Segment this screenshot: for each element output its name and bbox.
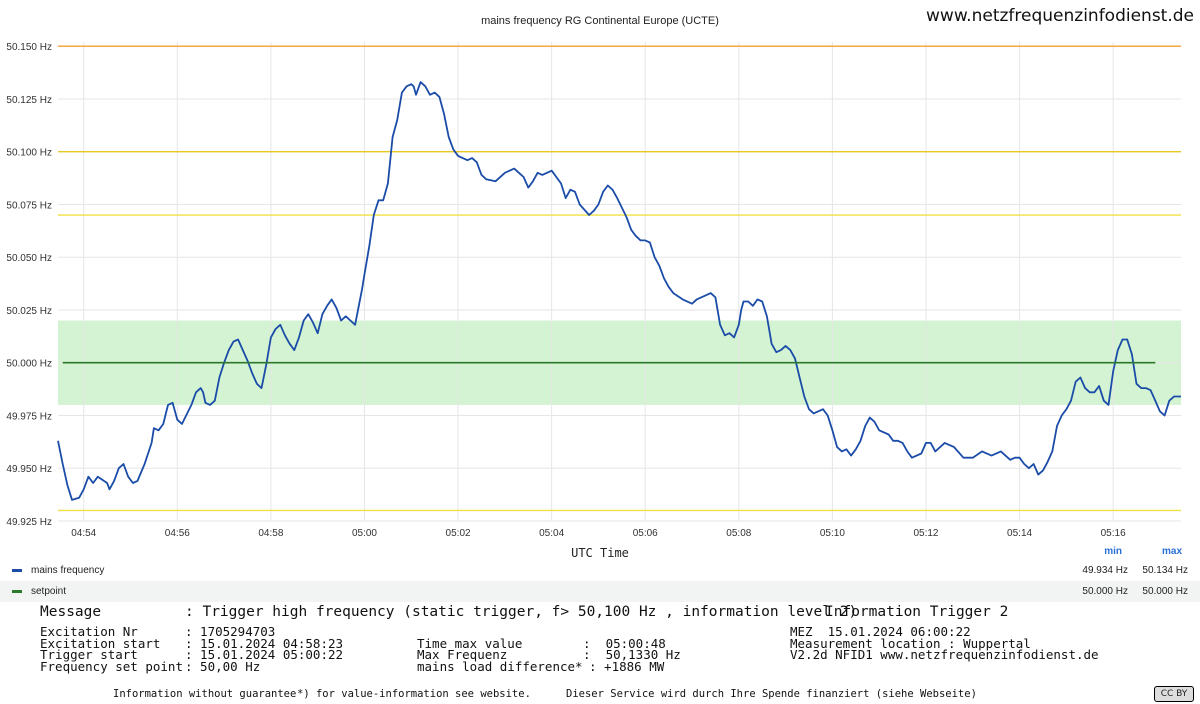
y-tick-label: 50.050 Hz xyxy=(6,253,52,264)
mez-timestamp: MEZ 15.01.2024 06:00:22 xyxy=(790,624,971,639)
y-tick-label: 50.125 Hz xyxy=(6,95,52,106)
excitation-nr-label: Excitation Nr xyxy=(40,624,138,639)
trigger-start-label: Trigger start xyxy=(40,647,138,662)
measurement-location: Measurement location : Wuppertal xyxy=(790,635,1031,651)
y-tick-label: 49.950 Hz xyxy=(6,464,52,475)
x-tick-label: 05:10 xyxy=(820,528,845,539)
set-point-value: : 50,00 Hz xyxy=(185,658,261,674)
y-tick-label: 50.100 Hz xyxy=(6,148,52,159)
site-url: www.netzfrequenzinfodienst.de xyxy=(926,6,1194,26)
information-trigger: Information Trigger 2 xyxy=(825,604,1009,620)
legend-series-name: setpoint xyxy=(31,586,67,597)
load-diff-label: mains load difference* xyxy=(417,658,583,674)
x-tick-label: 04:58 xyxy=(258,528,283,539)
x-tick-label: 05:14 xyxy=(1007,528,1032,539)
y-tick-label: 50.000 Hz xyxy=(6,359,52,370)
legend-min-header: min xyxy=(1104,546,1122,557)
legend-item-mains-frequency[interactable]: mains frequency 49.934 Hz 50.134 Hz xyxy=(0,560,1200,581)
x-tick-label: 05:06 xyxy=(633,528,658,539)
y-tick-label: 50.150 Hz xyxy=(6,42,52,53)
message-label: Message xyxy=(40,604,102,620)
x-tick-label: 05:08 xyxy=(726,528,751,539)
excitation-start-value: : 15.01.2024 04:58:23 xyxy=(185,635,344,651)
legend-max-value: 50.134 Hz xyxy=(1142,565,1188,576)
frequency-chart: mains frequency RG Continental Europe (U… xyxy=(6,15,1181,539)
y-tick-label: 49.975 Hz xyxy=(6,411,52,422)
x-tick-label: 04:54 xyxy=(71,528,96,539)
trigger-start-value: : 15.01.2024 05:00:22 xyxy=(185,647,344,662)
legend-series-name: mains frequency xyxy=(31,565,105,576)
chart-title: mains frequency RG Continental Europe (U… xyxy=(481,15,719,27)
time-max-label: Time max value xyxy=(417,635,523,651)
x-axis-label: UTC Time xyxy=(571,546,629,560)
set-point-label: Frequency set point xyxy=(40,658,183,674)
x-tick-label: 05:16 xyxy=(1101,528,1126,539)
legend-item-setpoint[interactable]: setpoint 50.000 Hz 50.000 Hz xyxy=(0,581,1200,602)
legend-max-value: 50.000 Hz xyxy=(1142,586,1188,597)
message-text: : Trigger high frequency (static trigger… xyxy=(185,604,858,620)
x-tick-label: 05:12 xyxy=(913,528,938,539)
legend-max-header: max xyxy=(1161,546,1182,557)
legend-swatch xyxy=(12,590,22,593)
series-line-mains-frequency xyxy=(57,81,1181,501)
x-tick-label: 05:02 xyxy=(446,528,471,539)
version-info: V2.2d NFID1 www.netzfrequenzinfodienst.d… xyxy=(790,647,1099,662)
x-tick-label: 05:04 xyxy=(539,528,564,539)
excitation-start-label: Excitation start xyxy=(40,635,161,651)
y-tick-label: 49.925 Hz xyxy=(6,517,52,528)
x-tick-label: 04:56 xyxy=(165,528,190,539)
cc-license-icon[interactable]: CC BY xyxy=(1154,686,1194,702)
legend-min-value: 49.934 Hz xyxy=(1082,565,1128,576)
time-max-value: : 05:00:48 xyxy=(583,635,666,651)
footer-guarantee: Information without guarantee xyxy=(113,688,297,700)
legend-min-value: 50.000 Hz xyxy=(1082,586,1128,597)
legend-swatch xyxy=(12,569,22,572)
x-tick-label: 05:00 xyxy=(352,528,377,539)
legend: min max mains frequency 49.934 Hz 50.134… xyxy=(0,544,1200,602)
y-tick-label: 50.075 Hz xyxy=(6,200,52,211)
max-freq-value: : 50,1330 Hz xyxy=(583,647,681,662)
y-tick-label: 50.025 Hz xyxy=(6,306,52,317)
excitation-nr-value: : 1705294703 xyxy=(185,624,276,639)
footer-donation: Dieser Service wird durch Ihre Spende fi… xyxy=(566,688,977,700)
max-freq-label: Max Frequenz xyxy=(417,647,508,662)
load-diff-value: : +1886 MW xyxy=(589,658,665,674)
footer-note: *) for value-information see website. xyxy=(297,688,531,700)
